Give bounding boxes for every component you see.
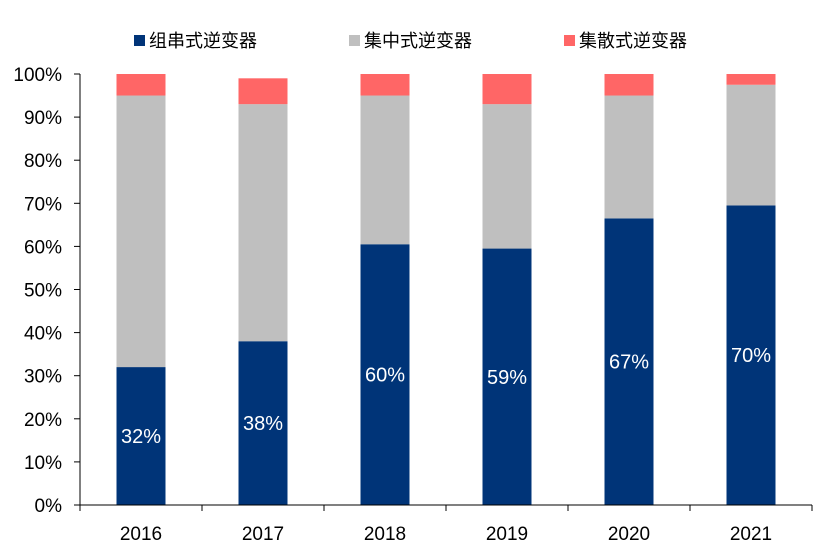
x-tick-label: 2018	[364, 524, 406, 545]
legend-label-0: 组串式逆变器	[149, 31, 257, 52]
axes: 0% 10% 20% 30% 40% 50% 60% 70% 80% 90% 100% 2016 201…	[13, 65, 813, 545]
legend: 组串式逆变器 集中式逆变器 集散式逆变器	[134, 31, 687, 52]
legend-swatch-0	[134, 35, 145, 46]
data-label-2021: 70%	[731, 345, 771, 367]
legend-label-1: 集中式逆变器	[364, 31, 472, 52]
bar-segment-2019-s1	[482, 104, 532, 249]
bar-segment-2018-s1	[360, 95, 410, 245]
y-tick-label: 60%	[24, 237, 62, 258]
legend-swatch-2	[564, 35, 575, 46]
bar-segment-2017-s0	[238, 341, 288, 505]
x-tick-label: 2020	[608, 524, 650, 545]
y-tick-label: 50%	[24, 281, 62, 302]
bar-segment-2020-s1	[604, 95, 654, 219]
y-tick-label: 100%	[13, 65, 62, 86]
y-tick-label: 30%	[24, 367, 62, 388]
bar-segment-2021-s1	[726, 84, 776, 206]
y-tick-label: 10%	[24, 453, 62, 474]
data-label-2018: 60%	[365, 365, 405, 387]
y-tick-label: 70%	[24, 194, 62, 215]
bar-segment-2016-s1	[116, 95, 166, 368]
bar-segment-2016-s2	[116, 74, 166, 96]
bar-segment-2016-s0	[116, 367, 166, 505]
data-label-2017: 38%	[243, 413, 283, 435]
x-tick-label: 2019	[486, 524, 528, 545]
bar-segment-2021-s0	[726, 205, 776, 505]
plot-area: 32% 38% 60% 59% 67% 70%	[116, 74, 776, 505]
bar-segment-2017-s1	[238, 104, 288, 342]
bar-segment-2018-s2	[360, 74, 410, 96]
bar-segment-2020-s2	[604, 74, 654, 96]
data-label-2016: 32%	[121, 426, 161, 448]
bar-segment-2019-s0	[482, 248, 532, 505]
legend-swatch-1	[349, 35, 360, 46]
x-tick-label: 2016	[120, 524, 162, 545]
bar-segment-2017-s2	[238, 78, 288, 105]
y-tick-label: 80%	[24, 151, 62, 172]
bar-segment-2019-s2	[482, 74, 532, 105]
bar-segment-2020-s0	[604, 218, 654, 505]
x-tick-label: 2017	[242, 524, 284, 545]
bar-segment-2021-s2	[726, 74, 776, 85]
y-tick-label: 0%	[35, 496, 63, 517]
y-tick-label: 90%	[24, 108, 62, 129]
y-tick-label: 40%	[24, 324, 62, 345]
bar-segment-2018-s0	[360, 244, 410, 505]
y-tick-label: 20%	[24, 410, 62, 431]
legend-label-2: 集散式逆变器	[579, 31, 687, 52]
data-label-2020: 67%	[609, 352, 649, 374]
x-tick-label: 2021	[730, 524, 772, 545]
data-label-2019: 59%	[487, 367, 527, 389]
